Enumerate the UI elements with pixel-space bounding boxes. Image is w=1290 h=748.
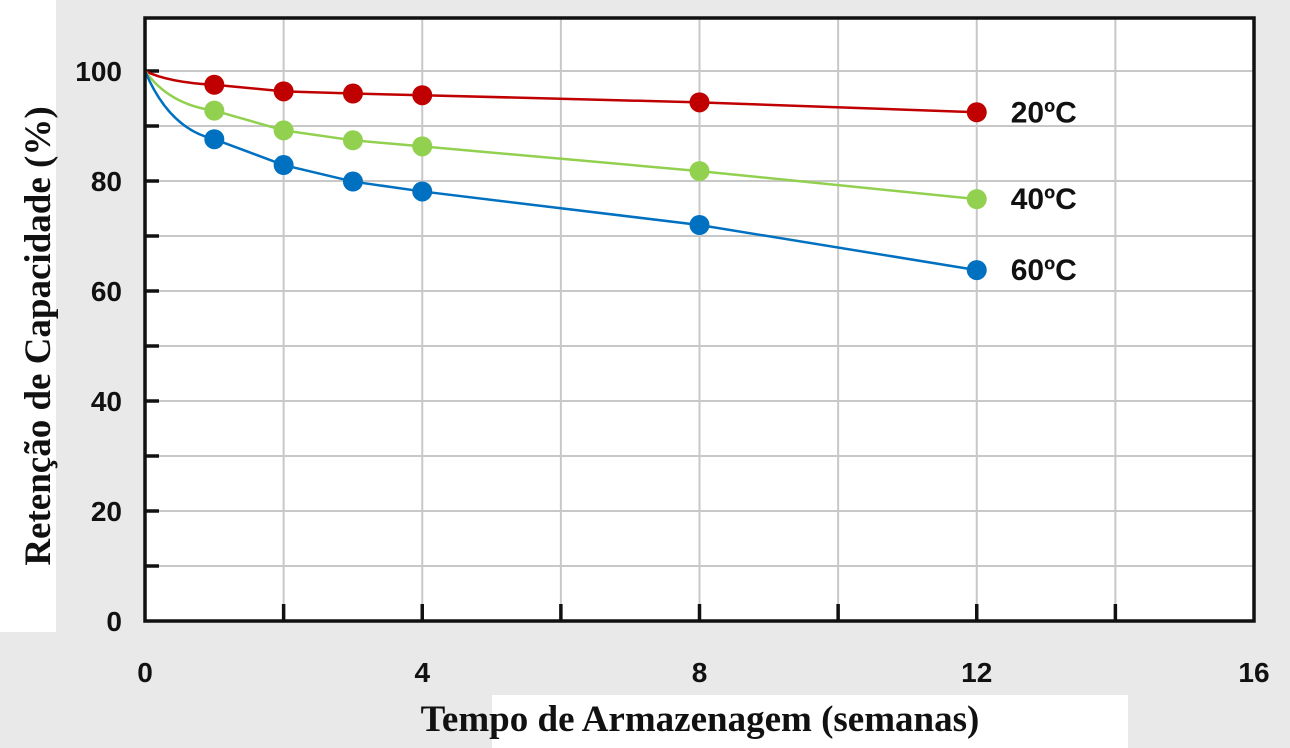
data-point — [342, 83, 363, 104]
data-point — [966, 102, 987, 123]
data-point — [342, 171, 363, 192]
series-labels: 20ºC 40ºC 60ºC — [1011, 96, 1077, 287]
data-point — [412, 136, 433, 157]
data-point — [342, 130, 363, 151]
data-point — [689, 161, 710, 182]
y-tick-label: 100 — [75, 56, 122, 87]
data-point — [412, 85, 433, 106]
data-point — [273, 81, 294, 102]
x-tick-label: 12 — [961, 657, 992, 688]
y-tick-label: 20 — [91, 496, 122, 527]
series-label: 40ºC — [1011, 183, 1077, 216]
x-tick-label: 0 — [137, 657, 153, 688]
data-point — [689, 215, 710, 235]
y-axis-title-background — [0, 0, 56, 632]
y-tick-label: 0 — [106, 606, 122, 637]
series-line — [143, 70, 977, 201]
plot-frame — [143, 16, 1256, 623]
data-point — [966, 189, 987, 210]
data-point — [689, 92, 710, 113]
x-axis-title: Tempo de Armazenagem (semanas) — [421, 699, 980, 740]
x-tick-label: 4 — [414, 657, 430, 688]
y-tick-labels: 0 20 40 60 80 100 — [75, 56, 122, 637]
series-line — [144, 69, 977, 114]
y-tick-label: 40 — [91, 386, 122, 417]
x-tick-label: 16 — [1238, 657, 1269, 688]
series-label: 60ºC — [1011, 254, 1077, 287]
data-point — [204, 129, 225, 150]
y-tick-label: 60 — [91, 276, 122, 307]
series-label: 20ºC — [1011, 96, 1077, 129]
data-point — [204, 74, 225, 95]
data-point — [273, 120, 294, 141]
data-point — [412, 181, 433, 202]
minor-ticks — [145, 69, 1118, 621]
data-point — [273, 155, 294, 176]
series-points — [204, 74, 987, 281]
y-axis-title: Retenção de Capacidade (%) — [18, 106, 59, 565]
data-point — [204, 100, 225, 121]
x-tick-labels: 0 4 8 12 16 — [137, 657, 1269, 688]
data-point — [966, 260, 987, 281]
x-axis-title-background — [492, 695, 1128, 748]
y-tick-label: 80 — [91, 166, 122, 197]
x-tick-label: 8 — [692, 657, 708, 688]
